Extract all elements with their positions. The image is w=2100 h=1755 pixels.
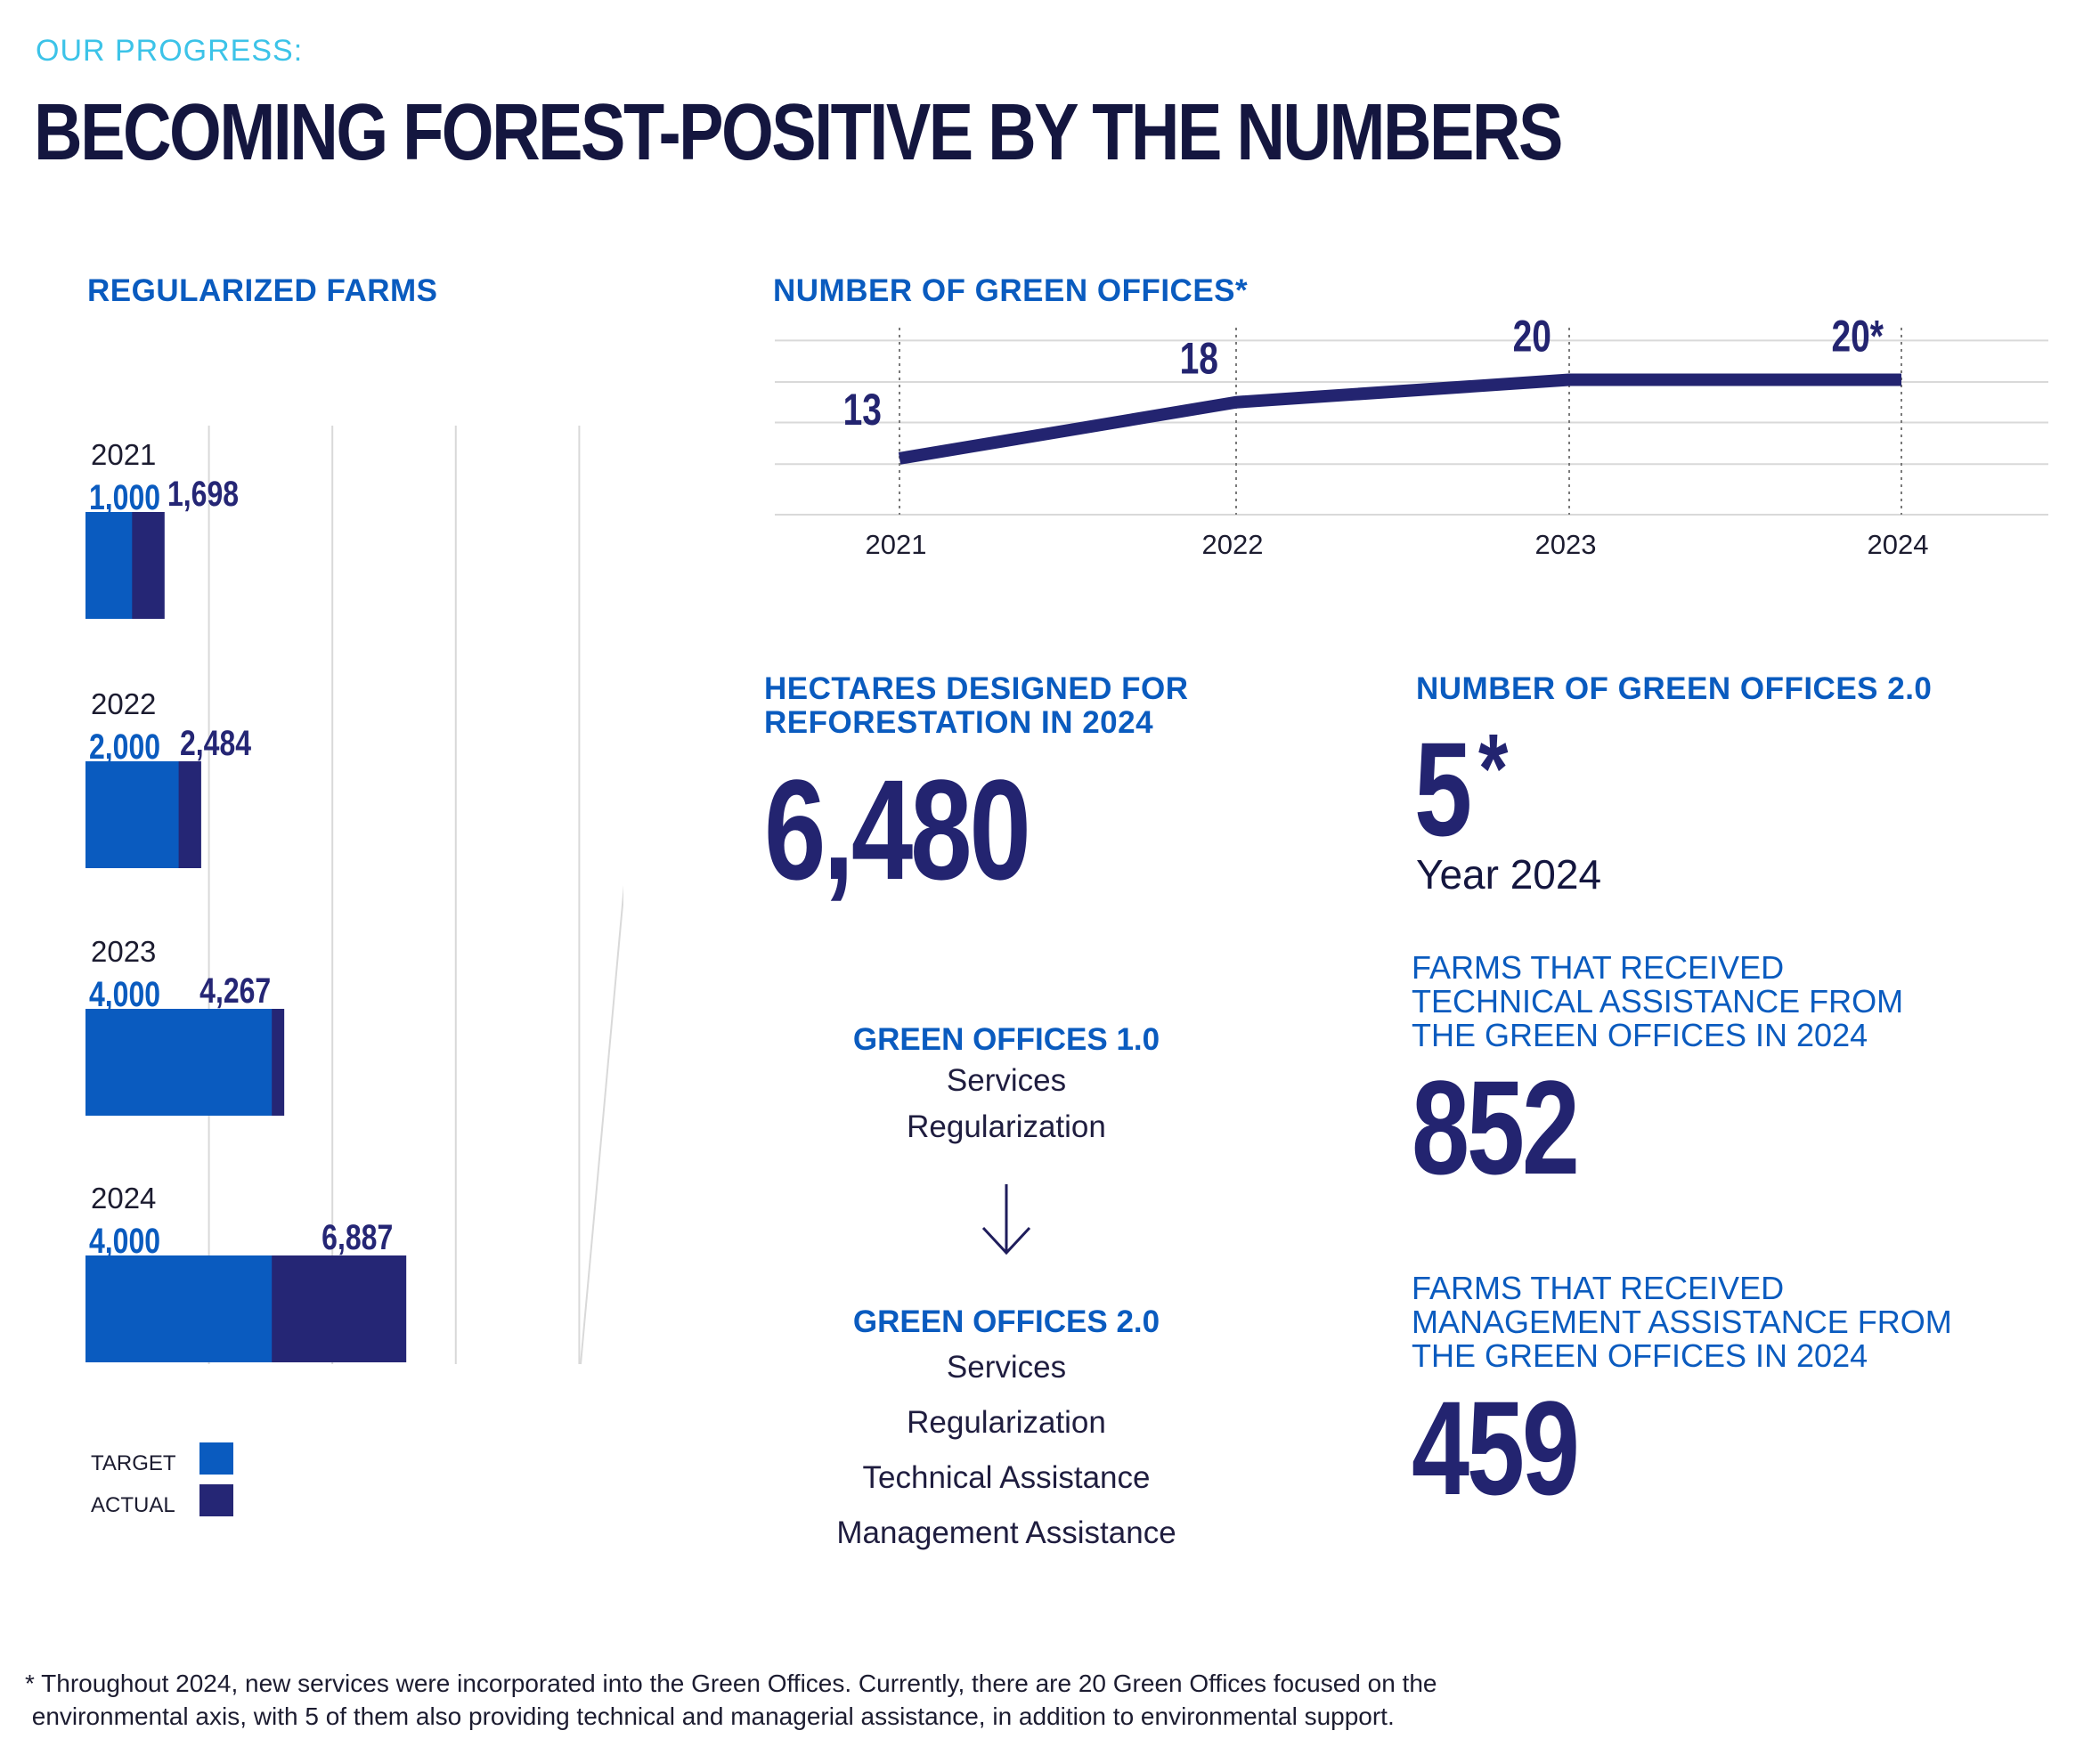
green-offices-2-subtitle: Year 2024 — [1416, 851, 1602, 898]
technical-line2: TECHNICAL ASSISTANCE FROM — [1412, 983, 1904, 1020]
go2-service-technical: Technical Assistance — [862, 1460, 1151, 1495]
x-tick-label: 2024 — [1868, 529, 1929, 560]
management-assistance-value: 459 — [1412, 1373, 1580, 1523]
green-offices-2-value: 5 — [1414, 714, 1472, 864]
hectares-value: 6,480 — [764, 750, 1031, 909]
technical-line1: FARMS THAT RECEIVED — [1412, 949, 1785, 986]
bar-year-label: 2021 — [91, 438, 156, 471]
green-offices-line — [898, 373, 1901, 465]
point-value-label: 20* — [1831, 311, 1884, 362]
go2-service-management: Management Assistance — [836, 1515, 1176, 1550]
hectares-title: HECTARES DESIGNED FOR REFORESTATION IN 2… — [764, 672, 1189, 740]
actual-value-label: 4,267 — [199, 971, 271, 1011]
management-line2: MANAGEMENT ASSISTANCE FROM — [1412, 1304, 1952, 1340]
actual-value-label: 6,887 — [322, 1217, 393, 1257]
regularized-farms-chart: 2021 1,000 1,698 2022 2,000 2,484 2023 4,000 4,2… — [85, 426, 623, 1517]
regularized-farms-title: REGULARIZED FARMS — [87, 273, 438, 308]
legend-target-label: TARGET — [91, 1451, 176, 1475]
go1-service-services: Services — [946, 1063, 1067, 1098]
target-bar — [85, 1009, 273, 1116]
arrow-down-icon — [981, 1184, 1031, 1255]
target-value-label: 1,000 — [89, 477, 160, 517]
bar-year-label: 2022 — [91, 687, 156, 720]
hectares-title-line1: HECTARES DESIGNED FOR — [764, 671, 1189, 706]
x-tick-label: 2021 — [866, 529, 927, 560]
target-bar — [85, 1255, 273, 1362]
bar-gridline — [580, 884, 623, 1365]
x-tick-label: 2023 — [1535, 529, 1597, 560]
green-offices-2-title: NUMBER OF GREEN OFFICES 2.0 — [1416, 671, 1933, 706]
actual-value-label: 2,484 — [180, 723, 251, 763]
point-value-label: 13 — [843, 384, 882, 435]
footnote-line1: * Throughout 2024, new services were inc… — [25, 1670, 1437, 1697]
actual-value-label: 1,698 — [167, 474, 239, 514]
green-offices-title: NUMBER OF GREEN OFFICES* — [773, 273, 1249, 308]
green-offices-2-block: GREEN OFFICES 2.0 Services Regularizatio… — [784, 1304, 1229, 1561]
hectares-title-line2: REFORESTATION IN 2024 — [764, 705, 1154, 740]
footnote: * Throughout 2024, new services were inc… — [25, 1667, 1437, 1733]
target-bar — [85, 761, 179, 868]
target-bar — [85, 512, 133, 619]
go2-service-regularization: Regularization — [907, 1405, 1106, 1440]
legend-target-swatch — [199, 1442, 233, 1475]
target-value-label: 4,000 — [89, 1221, 160, 1261]
eyebrow-label: OUR PROGRESS: — [36, 34, 304, 68]
technical-assistance-label: FARMS THAT RECEIVED TECHNICAL ASSISTANCE… — [1412, 951, 1903, 1052]
management-line3: THE GREEN OFFICES IN 2024 — [1412, 1337, 1868, 1374]
bar-year-label: 2023 — [91, 935, 156, 968]
point-value-label: 18 — [1180, 333, 1218, 384]
go1-service-regularization: Regularization — [907, 1109, 1106, 1144]
page-title: BECOMING FOREST-POSITIVE BY THE NUMBERS — [34, 88, 1563, 177]
green-offices-chart: 2021 2022 2023 2024 13 18 20 20* — [775, 311, 2048, 560]
green-offices-1-block: GREEN OFFICES 1.0 Services Regularizatio… — [784, 1022, 1229, 1150]
go2-service-services: Services — [946, 1350, 1067, 1385]
point-value-label: 20 — [1513, 311, 1551, 362]
x-tick-label: 2022 — [1202, 529, 1264, 560]
target-value-label: 2,000 — [89, 727, 160, 767]
green-offices-2-asterisk: * — [1478, 714, 1508, 824]
technical-line3: THE GREEN OFFICES IN 2024 — [1412, 1017, 1868, 1053]
green-offices-2-block-title: GREEN OFFICES 2.0 — [852, 1304, 1160, 1339]
legend-actual-label: ACTUAL — [91, 1493, 175, 1517]
footnote-line2: environmental axis, with 5 of them also … — [25, 1702, 1395, 1730]
legend-actual-swatch — [199, 1484, 233, 1516]
management-assistance-label: FARMS THAT RECEIVED MANAGEMENT ASSISTANC… — [1412, 1272, 1952, 1373]
green-offices-1-title: GREEN OFFICES 1.0 — [852, 1022, 1160, 1057]
technical-assistance-value: 852 — [1412, 1052, 1580, 1202]
target-value-label: 4,000 — [89, 974, 160, 1014]
management-line1: FARMS THAT RECEIVED — [1412, 1270, 1785, 1306]
bar-year-label: 2024 — [91, 1182, 156, 1215]
